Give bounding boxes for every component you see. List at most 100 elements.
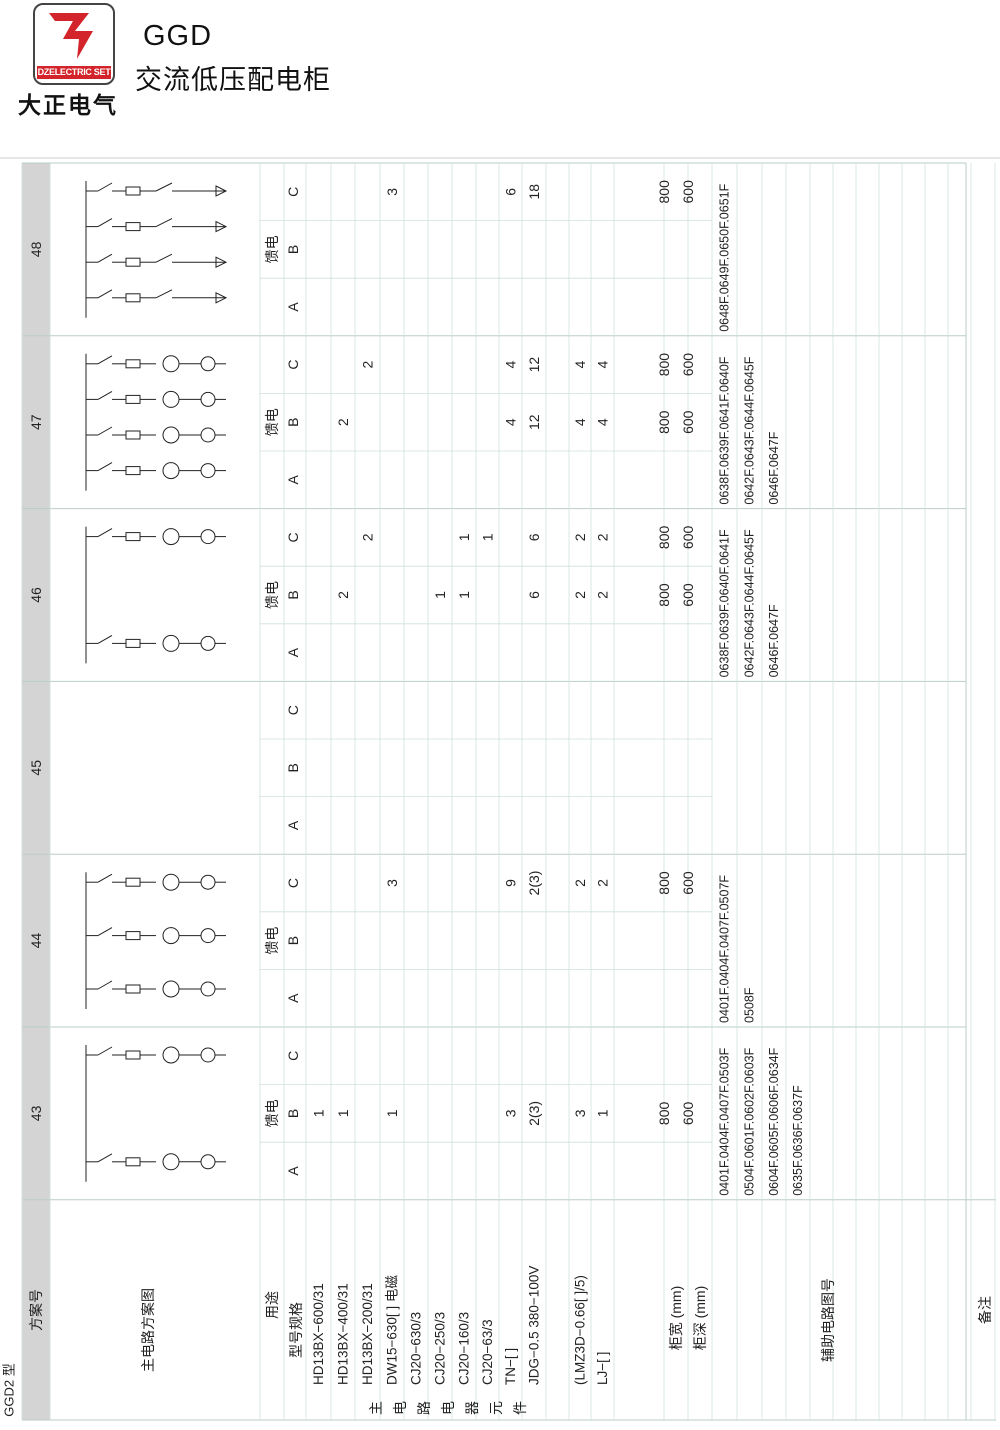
fuse-symbol [125, 1050, 141, 1060]
cell-value: 2 [572, 591, 588, 599]
cabinet-width-value: 800 [656, 1102, 672, 1126]
ct-symbol [162, 390, 180, 408]
aux-diagram-code: 0504F.0601F.0602F.0603F [743, 1047, 757, 1195]
ct-symbol [162, 634, 180, 652]
cabinet-depth-value: 600 [680, 1102, 696, 1126]
usage-label: 用途 [264, 1291, 280, 1319]
arrow-symbol [215, 291, 228, 304]
fuse-symbol [125, 877, 141, 887]
spec-label: 型号规格 [288, 1302, 304, 1358]
switch-contact [97, 462, 113, 472]
switch-contact [97, 218, 113, 228]
aux-diagram-code: 0646F.0647F [767, 431, 781, 504]
cell-value: 9 [503, 879, 519, 887]
subcolumn-letter: B [285, 936, 301, 945]
contactor-contact [155, 289, 173, 299]
cabinet-depth-value: 600 [680, 871, 696, 895]
page-subtitle: 交流低压配电柜 [135, 65, 331, 96]
subcolumn-letter: C [285, 187, 301, 197]
switch-contact [97, 253, 113, 263]
switch-contact [97, 528, 113, 538]
main-circuit-diagram [85, 1045, 226, 1182]
scheme-number: 43 [28, 1105, 44, 1121]
cell-value: 3 [384, 879, 400, 887]
cell-value: 1 [335, 1109, 351, 1117]
aux-diagram-code: 0648F.0649F.0650F.0651F [718, 183, 732, 331]
aux-diagram-code: 0635F.0636F.0637F [791, 1085, 805, 1196]
subcolumn-letter: A [285, 1166, 301, 1176]
cell-value: 2(3) [526, 1101, 542, 1126]
cabinet-depth-value: 600 [680, 526, 696, 550]
cell-value: 2 [595, 533, 611, 541]
cell-value: 12 [526, 414, 542, 430]
switch-contact [97, 289, 113, 299]
cabinet-depth-value: 600 [680, 353, 696, 377]
spec-row-label: CJ20−250/3 [433, 1312, 448, 1385]
spec-row-label: JDG−0.5 380−100V [527, 1266, 542, 1385]
scheme-number: 44 [28, 933, 44, 949]
cell-value: 4 [503, 418, 519, 426]
subcolumn-letter: B [285, 245, 301, 254]
main-circuit-diagram [85, 353, 226, 491]
fuse-symbol [125, 638, 141, 648]
cell-value: 2 [595, 591, 611, 599]
switch-contact [97, 873, 113, 883]
subcolumn-letter: C [285, 705, 301, 715]
main-circuit-diagram [85, 526, 226, 664]
aux-diagram-code: 0508F [743, 987, 757, 1023]
main-circuit-diagram [85, 872, 226, 1009]
model-type-label: GGD2 型 [2, 1363, 17, 1416]
cell-value: 4 [572, 418, 588, 426]
subcolumn-letter: C [285, 878, 301, 888]
lightning-bolt-icon [49, 13, 93, 59]
spec-row-label: HD13BX−600/31 [311, 1283, 326, 1385]
ct-symbol [162, 355, 180, 373]
subcolumn-letter: B [285, 763, 301, 772]
cabinet-depth-label: 柜深 (mm) [692, 1286, 708, 1351]
subcolumn-letter: A [285, 474, 301, 484]
scheme-number: 46 [28, 587, 44, 603]
switch-contact [97, 980, 113, 990]
arrow-symbol [215, 220, 228, 233]
arrow-symbol [215, 185, 228, 197]
switch-contact [97, 426, 113, 436]
aux-diagram-code: 0604F.0605F.0606F.0634F [767, 1047, 781, 1195]
subcolumn-letter: A [285, 647, 301, 657]
fuse-symbol [125, 430, 141, 440]
scheme-header-band [22, 163, 50, 1420]
ct-symbol [200, 635, 216, 651]
spec-row-label: LJ−[ ] [595, 1352, 610, 1385]
switch-contact [97, 182, 113, 192]
spec-row-label: TN−[ ] [503, 1348, 518, 1385]
aux-diagram-label: 辅助电路图号 [820, 1278, 836, 1362]
contactor-contact [155, 218, 173, 228]
contactor-contact [155, 182, 173, 192]
switch-contact [97, 355, 113, 365]
cabinet-width-label: 柜宽 (mm) [668, 1286, 684, 1351]
cell-value: 1 [456, 533, 472, 541]
ct-symbol [162, 1046, 180, 1064]
spec-row-label: DW15−630[ ] 电磁 [385, 1275, 400, 1385]
component-group-char: 件 [512, 1401, 528, 1415]
scheme-usage: 馈电 [264, 408, 280, 436]
scheme-usage: 馈电 [264, 927, 280, 955]
contactor-contact [155, 253, 173, 263]
subcolumn-letter: A [285, 820, 301, 830]
aux-diagram-code: 0401F.0404F.0407F.0507F [718, 875, 732, 1023]
fuse-symbol [125, 359, 141, 369]
ct-symbol [200, 391, 216, 407]
spec-row-label: CJ20−160/3 [457, 1312, 472, 1385]
cell-value: 1 [432, 591, 448, 599]
cell-value: 1 [595, 1109, 611, 1117]
cabinet-width-value: 800 [656, 180, 672, 204]
cell-value: 1 [480, 533, 496, 541]
fuse-symbol [125, 532, 141, 542]
ct-symbol [162, 927, 180, 945]
ct-symbol [200, 463, 216, 479]
aux-diagram-code: 0638F.0639F.0641F.0640F [718, 356, 732, 504]
cell-value: 3 [503, 1109, 519, 1117]
scheme-usage: 馈电 [264, 1099, 280, 1127]
scheme-number: 47 [28, 414, 44, 430]
ct-symbol [162, 462, 180, 480]
component-group-char: 元 [488, 1401, 504, 1415]
